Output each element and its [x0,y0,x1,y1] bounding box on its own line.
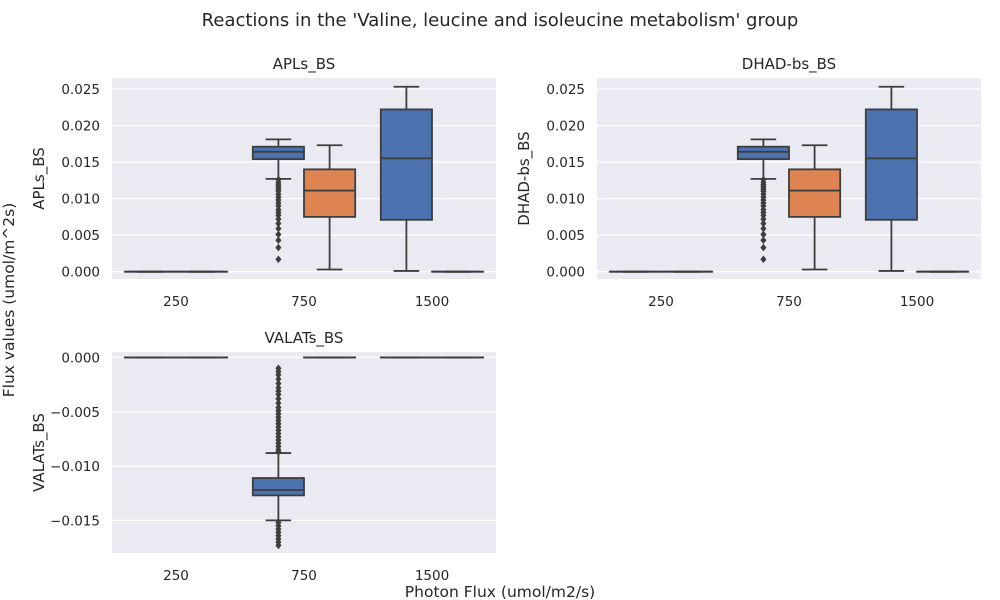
x-tick-label: 250 [648,294,674,310]
y-tick-label: 0.010 [546,192,585,208]
outlier-point [275,394,282,403]
box-body [788,168,842,218]
outlier-point [275,219,282,228]
box-750-series-0 [251,138,305,264]
x-tick-label: 250 [163,294,189,310]
x-tick-label: 1500 [900,294,934,310]
outlier-point [275,371,282,379]
axes-y-label: APLs_BS [30,147,49,210]
panel-VALATs_BS: 0.000 −0.005 −0.010 −0.015 250 750 1500 VALATs_… [30,329,496,584]
box-body [303,168,357,218]
outlier-point [760,224,767,233]
axes-title: APLs_BS [273,55,336,74]
outlier-point [275,224,282,233]
panel-DHAD-bs_BS: 0.000 0.005 0.010 0.015 0.020 0.025 250 750 1500… [515,55,981,310]
y-tick-label: 0.025 [546,82,585,98]
box-750-series-1 [788,144,842,271]
y-tick-label: 0.015 [546,155,585,171]
y-tick-label: −0.015 [50,513,100,529]
box-body [251,477,305,497]
figure-title: Reactions in the 'Valine, leucine and is… [202,10,799,31]
outlier-point [275,230,282,239]
axes-title: DHAD-bs_BS [742,55,836,74]
outlier-point [760,219,767,228]
outlier-point [275,375,282,383]
box-750-series-1 [303,144,357,271]
outlier-point [760,243,767,252]
box-750-series-0 [251,364,305,550]
y-tick-label: −0.010 [50,459,100,475]
x-tick-label: 750 [291,568,317,584]
outlier-point [275,541,282,550]
box-body [251,145,305,161]
outlier-point [275,448,282,456]
panel-APLs_BS: 0.000 0.005 0.010 0.015 0.020 0.025 250 750 1500… [30,55,496,310]
panels-container: 0.000 0.005 0.010 0.015 0.020 0.025 250 750 1500… [30,55,981,584]
outlier-point [275,379,282,388]
y-tick-label: 0.000 [546,265,585,281]
outlier-point [760,215,767,223]
box-750-series-0 [736,138,790,264]
outlier-point [275,255,282,264]
outlier-point [760,230,767,239]
axes-background [112,352,496,553]
axes-y-label: VALATs_BS [30,413,49,492]
y-tick-label: 0.005 [61,228,100,244]
outlier-point [275,236,282,245]
outlier-point [275,243,282,252]
outlier-point [275,215,282,223]
axes-y-label: DHAD-bs_BS [515,131,534,225]
y-tick-label: 0.025 [61,82,100,98]
box-body [379,108,433,221]
y-tick-label: 0.005 [546,228,585,244]
outlier-point [275,399,282,407]
y-tick-label: 0.020 [61,119,100,135]
y-tick-label: 0.000 [61,350,100,366]
y-tick-label: −0.005 [50,405,100,421]
outlier-point [760,255,767,264]
x-tick-label: 1500 [415,568,449,584]
figure-x-label: Photon Flux (umol/m2/s) [405,583,595,600]
box-1500-series-0 [379,85,433,272]
x-tick-label: 750 [291,294,317,310]
figure-y-label: Flux values (umol/m^2s) [0,203,18,398]
box-body [864,108,918,221]
x-tick-label: 750 [776,294,802,310]
y-tick-label: 0.000 [61,265,100,281]
y-tick-label: 0.015 [61,155,100,171]
x-tick-label: 1500 [415,294,449,310]
x-tick-label: 250 [163,568,189,584]
y-tick-label: 0.020 [546,119,585,135]
axes-title: VALATs_BS [265,329,344,348]
y-tick-label: 0.010 [61,192,100,208]
box-body [736,145,790,161]
outlier-point [760,236,767,245]
outlier-point [275,390,282,399]
box-1500-series-0 [864,85,918,272]
